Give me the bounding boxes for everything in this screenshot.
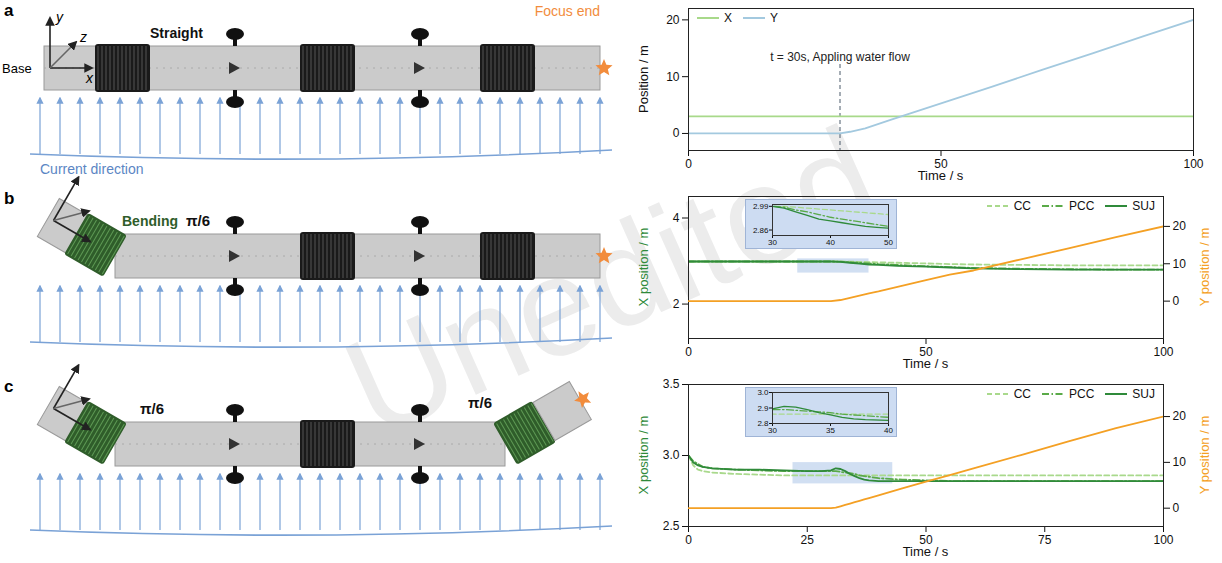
svg-text:10: 10 <box>1173 257 1187 271</box>
svg-text:10: 10 <box>1173 455 1187 469</box>
svg-text:x: x <box>85 70 94 86</box>
svg-text:3.5: 3.5 <box>663 377 680 391</box>
svg-text:Focus end: Focus end <box>535 3 600 19</box>
svg-text:50: 50 <box>884 238 893 247</box>
svg-text:40: 40 <box>884 426 893 435</box>
svg-text:100: 100 <box>1153 533 1173 547</box>
svg-text:30: 30 <box>768 426 777 435</box>
svg-text:0: 0 <box>685 533 692 547</box>
svg-text:z: z <box>79 29 87 45</box>
svg-text:2.5: 2.5 <box>663 519 680 533</box>
svg-text:10: 10 <box>666 70 680 84</box>
svg-text:40: 40 <box>826 238 835 247</box>
svg-text:20: 20 <box>1173 409 1187 423</box>
svg-text:0: 0 <box>1173 501 1180 515</box>
svg-text:4: 4 <box>673 211 680 225</box>
svg-text:3.0: 3.0 <box>757 388 769 397</box>
svg-text:3.0: 3.0 <box>663 448 680 462</box>
svg-text:2.99: 2.99 <box>753 202 769 211</box>
svg-text:25: 25 <box>801 533 815 547</box>
svg-text:Straight: Straight <box>150 25 203 41</box>
svg-text:π/6: π/6 <box>186 212 210 229</box>
svg-text:y: y <box>55 9 64 25</box>
svg-text:2.86: 2.86 <box>753 226 769 235</box>
svg-text:75: 75 <box>1038 533 1052 547</box>
svg-text:a: a <box>4 1 14 20</box>
svg-text:30: 30 <box>768 238 777 247</box>
svg-text:0: 0 <box>685 157 692 171</box>
svg-text:t = 30s, Appling water flow: t = 30s, Appling water flow <box>770 50 910 64</box>
svg-text:0: 0 <box>1173 294 1180 308</box>
svg-text:100: 100 <box>1153 345 1173 359</box>
svg-text:Base: Base <box>2 61 32 76</box>
svg-text:100: 100 <box>1183 157 1203 171</box>
svg-text:Current direction: Current direction <box>40 161 144 177</box>
svg-text:c: c <box>4 377 13 396</box>
svg-text:35: 35 <box>826 426 835 435</box>
svg-text:2.9: 2.9 <box>757 404 769 413</box>
svg-text:Bending: Bending <box>122 213 178 229</box>
svg-text:π/6: π/6 <box>140 400 164 417</box>
svg-text:b: b <box>4 189 14 208</box>
svg-text:0: 0 <box>673 126 680 140</box>
svg-text:20: 20 <box>1173 219 1187 233</box>
svg-text:π/6: π/6 <box>468 394 492 411</box>
svg-text:2: 2 <box>673 297 680 311</box>
svg-text:20: 20 <box>666 13 680 27</box>
svg-text:0: 0 <box>685 345 692 359</box>
